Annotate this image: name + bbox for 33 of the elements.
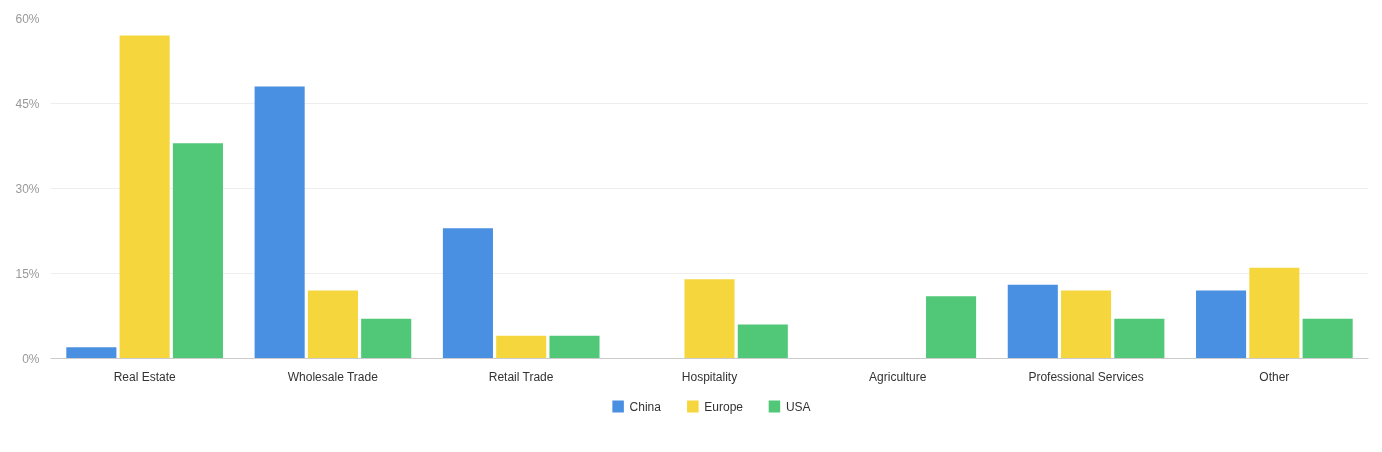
x-tick-label: Real Estate bbox=[113, 369, 176, 384]
bar bbox=[496, 335, 547, 359]
x-tick-label: Wholesale Trade bbox=[287, 369, 379, 384]
x-tick-label: Agriculture bbox=[869, 369, 927, 384]
x-tick-label: Professional Services bbox=[1028, 369, 1144, 384]
bar bbox=[66, 347, 117, 359]
bar bbox=[1302, 318, 1353, 359]
bar bbox=[119, 35, 170, 359]
x-tick-label: Hospitality bbox=[681, 369, 738, 384]
y-tick-label: 30% bbox=[15, 181, 40, 196]
y-tick-label: 0% bbox=[22, 351, 40, 366]
legend-label: Europe bbox=[704, 399, 744, 414]
y-tick-label: 15% bbox=[15, 266, 40, 281]
bar bbox=[1007, 284, 1058, 359]
bar bbox=[1196, 290, 1247, 359]
legend-label: USA bbox=[785, 399, 811, 414]
y-tick-label: 45% bbox=[15, 96, 40, 111]
bar bbox=[172, 143, 223, 359]
bar bbox=[361, 318, 412, 359]
bar bbox=[307, 290, 358, 359]
y-tick-label: 60% bbox=[15, 11, 40, 26]
bar bbox=[926, 296, 977, 359]
x-tick-label: Other bbox=[1259, 369, 1290, 384]
x-tick-label: Retail Trade bbox=[488, 369, 554, 384]
bar bbox=[549, 335, 600, 359]
bar bbox=[1249, 267, 1300, 359]
bar bbox=[684, 279, 735, 359]
bar bbox=[737, 324, 788, 359]
bar bbox=[442, 228, 493, 359]
bar bbox=[1061, 290, 1112, 359]
bar bbox=[1114, 318, 1165, 359]
bar bbox=[254, 86, 305, 359]
legend-label: China bbox=[629, 399, 662, 414]
